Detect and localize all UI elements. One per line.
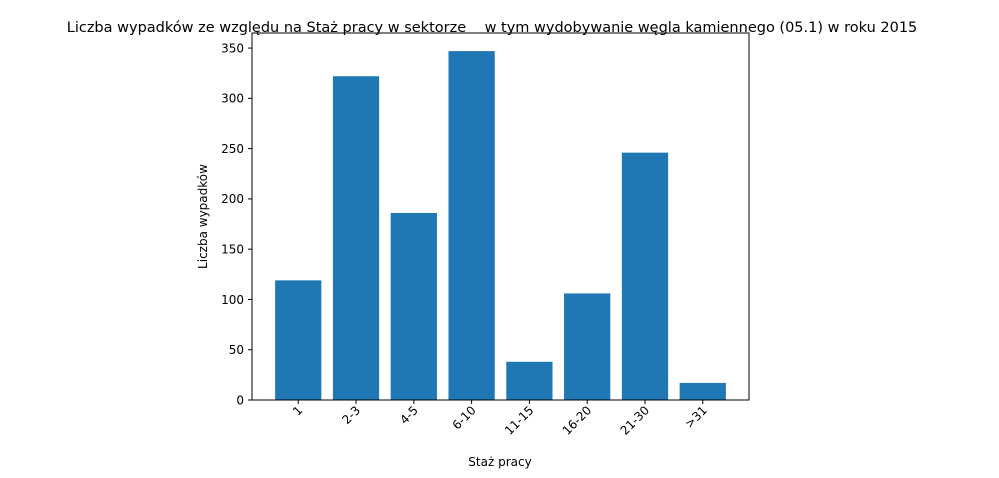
bar-2	[390, 212, 437, 400]
x-axis-label: Staż pracy	[468, 455, 531, 469]
bar-5	[564, 293, 611, 400]
bar-6	[621, 152, 669, 400]
x-tick-label-6: 21-30	[618, 403, 653, 438]
y-tick-label-3: 150	[221, 242, 244, 256]
y-tick-label-5: 250	[221, 142, 244, 156]
chart-title: Liczba wypadków ze względu na Staż pracy…	[67, 20, 918, 36]
x-tick-label-7: >31	[682, 403, 710, 431]
bar-4	[506, 361, 553, 400]
y-tick-label-2: 100	[221, 293, 244, 307]
y-axis-ticks: 0 50 100 150 200 250 300 350	[221, 41, 252, 407]
y-tick-label-0: 0	[236, 393, 244, 407]
plot-frame	[251, 32, 750, 401]
bar-3	[448, 51, 495, 400]
bar-7	[679, 382, 726, 400]
bar-0	[275, 280, 322, 400]
x-tick-label-2: 4-5	[397, 403, 421, 427]
x-tick-label-4: 11-15	[502, 403, 537, 438]
x-tick-label-0: 1	[290, 403, 305, 418]
bar-1	[332, 76, 380, 401]
y-tick-label-7: 350	[221, 41, 244, 55]
y-tick-label-4: 200	[221, 192, 244, 206]
bars-group	[275, 51, 726, 401]
y-tick-label-6: 300	[221, 92, 244, 106]
x-tick-label-3: 6-10	[450, 403, 479, 432]
x-tick-label-1: 2-3	[339, 403, 363, 427]
y-tick-label-1: 50	[229, 343, 244, 357]
y-axis-label: Liczba wypadków	[196, 164, 210, 269]
x-axis-ticks: 1 2-3 4-5 6-10 11-15 16-20 21-30 >31	[290, 400, 710, 438]
x-tick-label-5: 16-20	[560, 403, 595, 438]
